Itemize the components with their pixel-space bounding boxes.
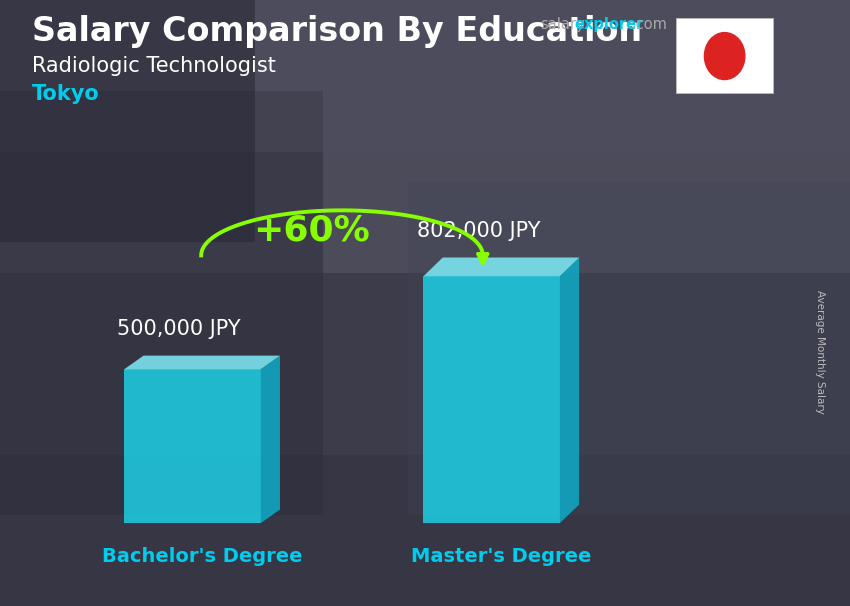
Bar — [0, 273, 850, 454]
Polygon shape — [560, 258, 579, 523]
Polygon shape — [261, 356, 280, 523]
Text: salary: salary — [540, 17, 584, 32]
Text: +60%: +60% — [252, 213, 370, 248]
Polygon shape — [423, 258, 579, 276]
Bar — [0, 0, 255, 242]
Bar — [408, 182, 850, 515]
Bar — [0, 454, 850, 606]
Text: explorer: explorer — [575, 17, 644, 32]
Text: Average Monthly Salary: Average Monthly Salary — [815, 290, 825, 413]
Bar — [124, 369, 261, 523]
Text: .com: .com — [632, 17, 667, 32]
Text: Bachelor's Degree: Bachelor's Degree — [102, 547, 303, 566]
Bar — [423, 276, 560, 523]
Bar — [0, 91, 323, 515]
Polygon shape — [124, 356, 280, 369]
Text: 500,000 JPY: 500,000 JPY — [117, 319, 241, 339]
Text: Radiologic Technologist: Radiologic Technologist — [32, 56, 276, 76]
Bar — [0, 0, 850, 152]
Circle shape — [705, 33, 745, 79]
Text: Salary Comparison By Education: Salary Comparison By Education — [32, 15, 643, 48]
Text: 802,000 JPY: 802,000 JPY — [416, 221, 540, 241]
Bar — [0, 0, 850, 273]
Text: Master's Degree: Master's Degree — [411, 547, 592, 566]
Text: Tokyo: Tokyo — [32, 84, 100, 104]
